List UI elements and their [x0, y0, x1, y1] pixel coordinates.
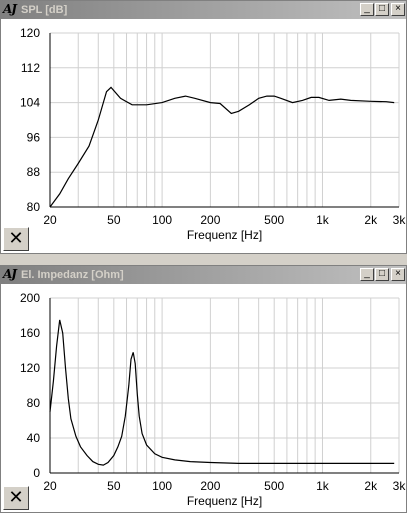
y-tick-label: 112: [21, 61, 40, 75]
y-tick-label: 40: [27, 431, 41, 445]
spl-titlebar[interactable]: AJ SPL [dB] _ □ ×: [1, 1, 406, 19]
spl-chart: 80 88 96 104 112 120 20 50 100 200 500 1k 2k 3k Freque…: [20, 26, 406, 242]
close-button[interactable]: ×: [391, 268, 405, 281]
y-tick-label: 120: [20, 361, 40, 375]
x-tick-label: 500: [264, 213, 284, 227]
impedance-chart: 0 40 80 120 160 200 20 50 100 200 500 1k 2k 3k Frequen…: [20, 291, 406, 508]
impedance-window: AJ El. Impedanz [Ohm] _ □ × 0 40 80 120 160 2…: [0, 265, 407, 513]
app-logo-icon: AJ: [3, 267, 17, 281]
close-button[interactable]: ×: [391, 3, 405, 16]
x-tick-label: 200: [200, 213, 220, 227]
window-title: El. Impedanz [Ohm]: [21, 269, 124, 281]
x-tick-label: 100: [152, 479, 172, 493]
impedance-titlebar[interactable]: AJ El. Impedanz [Ohm] _ □ ×: [1, 266, 406, 284]
x-tick-label: 50: [107, 213, 121, 227]
y-tick-label: 96: [27, 130, 41, 144]
clear-button[interactable]: ✕: [3, 227, 29, 251]
y-tick-label: 88: [27, 165, 41, 179]
maximize-button[interactable]: □: [375, 3, 389, 16]
y-tick-label: 120: [20, 26, 40, 40]
x-tick-label: 3k: [393, 213, 406, 227]
app-logo-icon: AJ: [3, 2, 17, 16]
x-tick-label: 100: [152, 213, 172, 227]
y-tick-label: 80: [27, 200, 41, 214]
window-divider: [0, 254, 407, 265]
y-tick-label: 80: [27, 396, 41, 410]
y-tick-label: 0: [33, 466, 40, 480]
x-tick-label: 3k: [393, 479, 406, 493]
y-tick-label: 160: [20, 326, 40, 340]
minimize-button[interactable]: _: [360, 3, 374, 16]
spl-window: AJ SPL [dB] _ □ × 80 88 96 104 112 120 20 50 100…: [0, 0, 407, 254]
y-tick-label: 104: [20, 96, 40, 110]
y-tick-label: 200: [20, 291, 40, 305]
minimize-button[interactable]: _: [360, 268, 374, 281]
x-tick-label: 20: [43, 213, 57, 227]
x-tick-label: 2k: [364, 479, 378, 493]
x-axis-label: Frequenz [Hz]: [187, 228, 262, 242]
clear-button[interactable]: ✕: [3, 486, 29, 510]
series-line: [49, 86, 395, 208]
x-tick-label: 50: [107, 479, 121, 493]
series-line: [49, 319, 395, 466]
x-tick-label: 1k: [316, 213, 330, 227]
x-tick-label: 500: [264, 479, 284, 493]
x-tick-label: 1k: [316, 479, 330, 493]
x-tick-label: 2k: [364, 213, 378, 227]
x-axis-label: Frequenz [Hz]: [187, 494, 262, 508]
x-tick-label: 20: [43, 479, 57, 493]
window-title: SPL [dB]: [21, 4, 68, 16]
maximize-button[interactable]: □: [375, 268, 389, 281]
x-tick-label: 200: [200, 479, 220, 493]
